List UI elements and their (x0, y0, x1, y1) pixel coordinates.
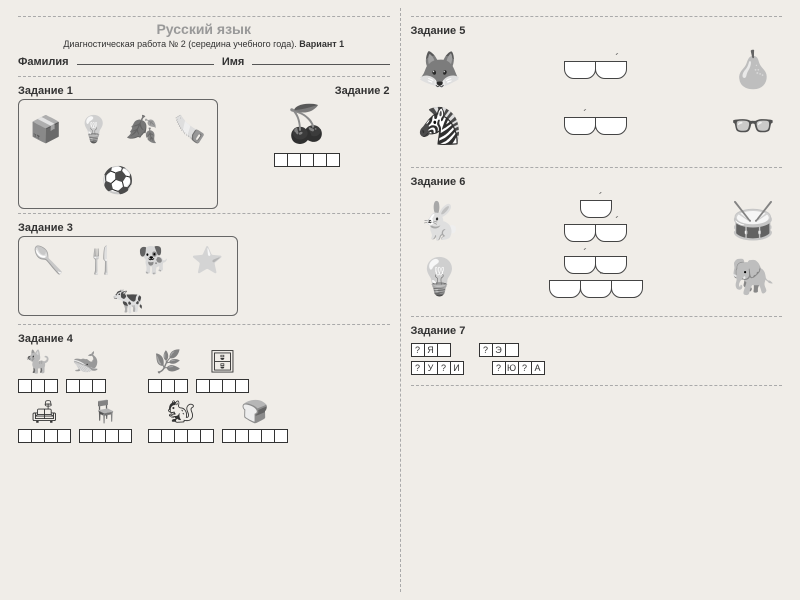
spoon-icon: 🥄 (28, 241, 70, 279)
lamp-icon: 💡 (73, 110, 115, 148)
rabbit-icon: 🐇 (411, 196, 469, 246)
fox-icon: 🦊 (411, 45, 469, 95)
task3-box: 🥄 🍴 🐕 ⭐ 🐄 (18, 236, 238, 316)
name-label: Имя (222, 56, 244, 68)
branch-icon: 🌿 (151, 347, 185, 377)
drum-icon: 🥁 (724, 196, 782, 246)
name-fields: Фамилия Имя (18, 53, 390, 68)
cherries-icon: 🍒 (278, 99, 336, 149)
task6-title: Задание 6 (411, 176, 783, 188)
chair-icon: 🪑 (89, 397, 123, 427)
task7-body: ?Я?Э?У?И?Ю?А (411, 339, 783, 379)
cabinet-icon: 🗄 (206, 347, 240, 377)
saw-icon: 🪚 (169, 110, 211, 148)
elephant-icon: 🐘 (724, 252, 782, 302)
task6-body: 🐇´´🥁💡´´🐘 (411, 190, 783, 308)
pear-icon: 🍐 (724, 45, 782, 95)
task1-box: 📦💡🍂🪚 ⚽ (18, 99, 218, 209)
task4-left: 🐈 🐋🛋 🪑 (18, 347, 132, 443)
task1-title: Задание 1 (18, 85, 73, 97)
task4-right: 🌿 🗄 🐿 🍞 (148, 347, 288, 443)
chest-icon: 📦 (25, 110, 67, 148)
task2-title: Задание 2 (335, 85, 390, 97)
surname-label: Фамилия (18, 56, 69, 68)
zebra-icon: 🦓 (411, 101, 469, 151)
task4-title: Задание 4 (18, 333, 390, 345)
whale-icon: 🐋 (69, 347, 103, 377)
squirrel-icon: 🐿 (164, 397, 198, 427)
glasses-icon: 👓 (724, 101, 782, 151)
subject-title: Русский язык (18, 21, 390, 37)
task5-body: 🦊´🍐🦓´👓 (411, 39, 783, 157)
task3-title: Задание 3 (18, 222, 390, 234)
task7-title: Задание 7 (411, 325, 783, 337)
work-subtitle: Диагностическая работа № 2 (середина уче… (18, 39, 390, 49)
task4-grid: 🐈 🐋🛋 🪑 🌿 🗄 🐿 🍞 (18, 347, 390, 443)
cat-icon: 🐈 (21, 347, 55, 377)
lamp2-icon: 💡 (411, 252, 469, 302)
name-input[interactable] (252, 53, 389, 65)
star-icon: ⭐ (187, 241, 229, 279)
table-icon: 🛋 (28, 397, 62, 427)
left-page: Русский язык Диагностическая работа № 2 … (8, 8, 401, 592)
ball-icon: ⚽ (97, 161, 139, 199)
task5-title: Задание 5 (411, 25, 783, 37)
bread-icon: 🍞 (238, 397, 272, 427)
surname-input[interactable] (77, 53, 214, 65)
dog-icon: 🐕 (134, 241, 176, 279)
leaf-icon: 🍂 (121, 110, 163, 148)
fork-icon: 🍴 (81, 241, 123, 279)
right-page: Задание 5 🦊´🍐🦓´👓 Задание 6 🐇´´🥁💡´´🐘 Зада… (401, 8, 793, 592)
cow-icon: 🐄 (107, 281, 149, 319)
